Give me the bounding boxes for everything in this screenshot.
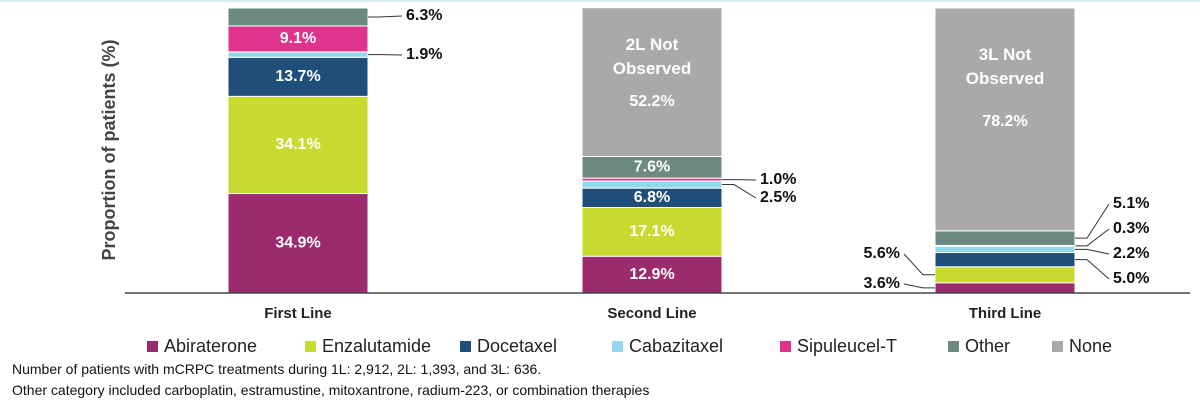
bar-segment — [934, 252, 1076, 268]
bar-segment — [934, 7, 1076, 232]
data-label: 17.1% — [629, 223, 674, 240]
leader-line — [1075, 259, 1110, 280]
bar-segment — [934, 230, 1076, 246]
legend-label: Other — [965, 336, 1010, 356]
data-label: 1.0% — [760, 171, 796, 188]
annotation: 2L Not Observed — [612, 35, 692, 78]
legend-label: None — [1069, 336, 1112, 356]
bar-segment — [581, 207, 723, 257]
footnote: Number of patients with mCRPC treatments… — [12, 361, 542, 377]
data-label: 52.2% — [629, 93, 674, 110]
data-label: 2.2% — [1113, 245, 1149, 262]
leader-line — [903, 283, 935, 289]
bar-segment — [227, 193, 369, 294]
bar-segment — [581, 255, 723, 294]
bar-segment — [934, 245, 1076, 254]
bar-segment — [227, 56, 369, 97]
legend-swatch — [305, 341, 316, 352]
leader-line — [903, 253, 935, 276]
data-label: 5.6% — [864, 245, 900, 262]
x-tick-label: Second Line — [607, 305, 696, 322]
legend-label: Cabazitaxel — [629, 336, 723, 356]
leader-line — [368, 15, 403, 18]
data-label: 13.7% — [275, 68, 320, 85]
legend-swatch — [948, 341, 959, 352]
data-label: 0.3% — [1113, 220, 1149, 237]
data-label: 1.9% — [406, 46, 442, 63]
legend-swatch — [147, 341, 158, 352]
data-label: 78.2% — [982, 113, 1027, 130]
legend-swatch — [460, 341, 471, 352]
legend-label: Abiraterone — [164, 336, 257, 356]
data-label: 6.3% — [406, 7, 442, 24]
data-label: 34.1% — [275, 136, 320, 153]
data-label: 2.5% — [760, 189, 796, 206]
bar-segment — [934, 266, 1076, 284]
bar-segment — [581, 7, 723, 157]
data-label: 5.1% — [1113, 195, 1149, 212]
x-tick-label: Third Line — [969, 305, 1042, 322]
legend-label: Docetaxel — [477, 336, 557, 356]
footnote: Other category included carboplatin, est… — [12, 382, 650, 398]
leader-line — [1075, 248, 1110, 255]
annotation: 3L Not Observed — [965, 45, 1045, 88]
leader-line — [722, 184, 757, 199]
data-label: 9.1% — [280, 30, 316, 47]
leader-line — [1075, 228, 1110, 247]
bar-segment — [227, 51, 369, 58]
data-label: 7.6% — [634, 159, 670, 176]
data-label: 34.9% — [275, 234, 320, 251]
data-label: 5.0% — [1113, 270, 1149, 287]
data-label: 3.6% — [864, 275, 900, 292]
leader-line — [1075, 203, 1110, 239]
legend-swatch — [780, 341, 791, 352]
bar-segment — [934, 282, 1076, 294]
x-tick-label: First Line — [264, 305, 332, 322]
bar-segment — [227, 7, 369, 27]
data-label: 12.9% — [629, 266, 674, 283]
y-axis-label: Proportion of patients (%) — [99, 40, 119, 261]
bar-segment — [581, 180, 723, 189]
legend-label: Sipuleucel-T — [797, 336, 897, 356]
legend-swatch — [1052, 341, 1063, 352]
data-label: 6.8% — [634, 189, 670, 206]
legend-swatch — [612, 341, 623, 352]
legend-label: Enzalutamide — [322, 336, 431, 356]
